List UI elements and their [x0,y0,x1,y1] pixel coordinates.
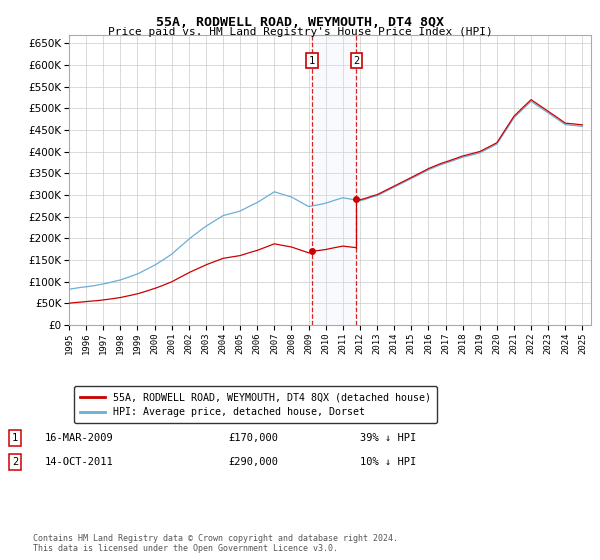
Text: 1: 1 [309,55,316,66]
Text: 55A, RODWELL ROAD, WEYMOUTH, DT4 8QX: 55A, RODWELL ROAD, WEYMOUTH, DT4 8QX [156,16,444,29]
Text: 10% ↓ HPI: 10% ↓ HPI [360,457,416,467]
Text: 39% ↓ HPI: 39% ↓ HPI [360,433,416,443]
Legend: 55A, RODWELL ROAD, WEYMOUTH, DT4 8QX (detached house), HPI: Average price, detac: 55A, RODWELL ROAD, WEYMOUTH, DT4 8QX (de… [74,386,437,423]
Text: 14-OCT-2011: 14-OCT-2011 [45,457,114,467]
Text: 2: 2 [353,55,359,66]
Text: Contains HM Land Registry data © Crown copyright and database right 2024.
This d: Contains HM Land Registry data © Crown c… [33,534,398,553]
Bar [312,35,356,325]
Text: Price paid vs. HM Land Registry's House Price Index (HPI): Price paid vs. HM Land Registry's House … [107,27,493,37]
Text: £170,000: £170,000 [228,433,278,443]
Text: 2: 2 [12,457,18,467]
Text: 16-MAR-2009: 16-MAR-2009 [45,433,114,443]
Text: £290,000: £290,000 [228,457,278,467]
Text: 1: 1 [12,433,18,443]
